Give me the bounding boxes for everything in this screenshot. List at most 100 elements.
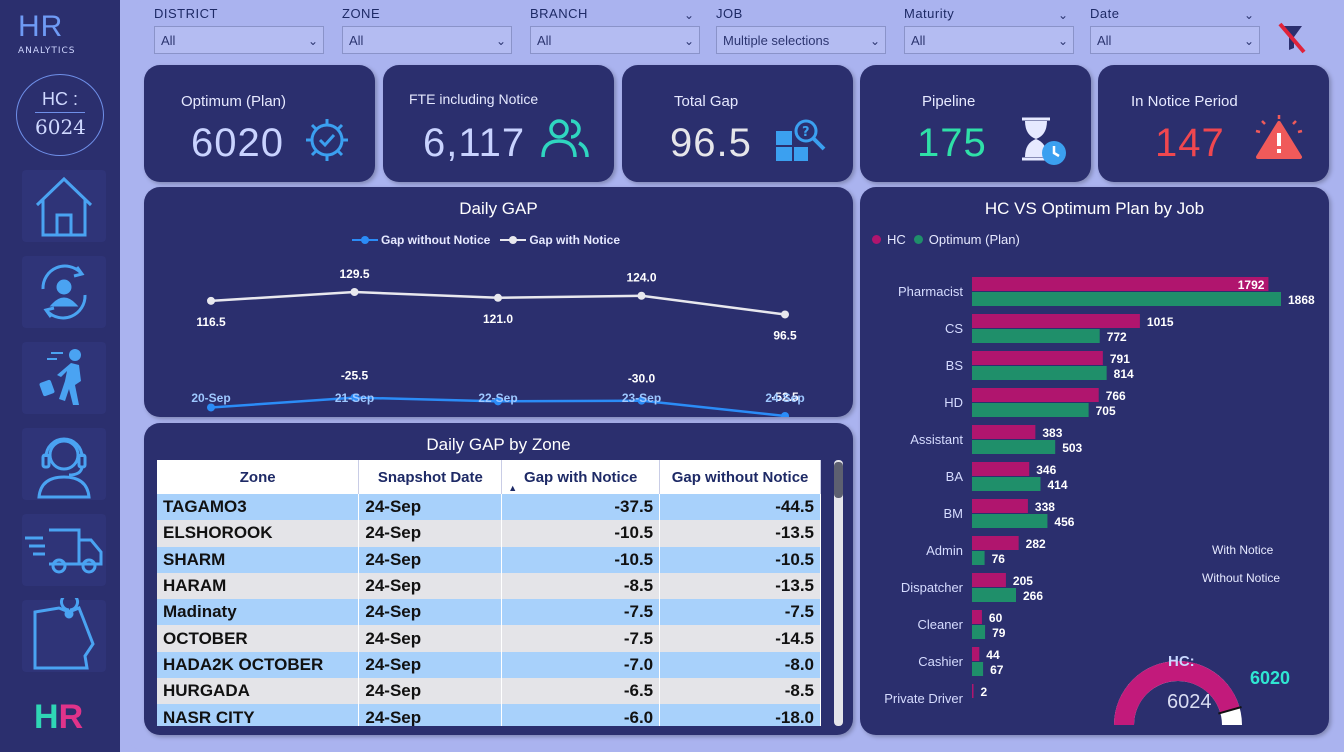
- data-point[interactable]: [207, 403, 215, 412]
- cell-gap-with-notice: -10.5: [501, 520, 661, 547]
- daily-gap-chart: -40.0-25.5-31.0-30.0-52.5116.5129.5121.0…: [191, 267, 805, 417]
- column-header-snapshot-date[interactable]: Snapshot Date: [358, 460, 503, 494]
- data-point[interactable]: [494, 397, 502, 406]
- data-point[interactable]: [207, 296, 215, 305]
- table-row[interactable]: TAGAMO3 24-Sep -37.5 -44.5: [157, 494, 821, 521]
- cell-zone: NASR CITY: [157, 704, 360, 726]
- bar-value-label: 346: [1036, 463, 1056, 477]
- kpi-total-gap: Total Gap 96.5 ?: [622, 65, 853, 182]
- bar-plan[interactable]: [972, 403, 1089, 417]
- category-label: BS: [946, 358, 964, 373]
- nav-support-button[interactable]: [22, 428, 106, 500]
- bar-hc[interactable]: [972, 277, 1269, 291]
- filter-job[interactable]: JOB Multiple selections ⌄: [716, 4, 886, 54]
- table-row[interactable]: NASR CITY 24-Sep -6.0 -18.0: [157, 704, 821, 726]
- data-label: 124.0: [626, 271, 656, 285]
- table-row[interactable]: HARAM 24-Sep -8.5 -13.5: [157, 572, 821, 600]
- bar-hc[interactable]: [972, 684, 974, 698]
- bar-plan[interactable]: [972, 588, 1017, 602]
- category-label: BM: [944, 506, 964, 521]
- chevron-down-icon: ⌄: [683, 8, 694, 22]
- column-header-gap-without-notice[interactable]: Gap without Notice: [659, 460, 821, 494]
- bar-value-label: 1015: [1147, 315, 1174, 329]
- filter-date-select[interactable]: All: [1090, 26, 1260, 54]
- legend-label: Gap with Notice: [529, 233, 621, 247]
- table-row[interactable]: OCTOBER 24-Sep -7.5 -14.5: [157, 625, 821, 652]
- data-point[interactable]: [350, 288, 359, 296]
- column-header-zone[interactable]: Zone: [157, 460, 360, 494]
- bar-hc[interactable]: [972, 573, 1006, 587]
- bar-hc[interactable]: [972, 462, 1030, 476]
- filter-maturity-select[interactable]: All: [904, 26, 1074, 54]
- column-header-gap-with-notice[interactable]: Gap with Notice ▲: [501, 460, 661, 494]
- table-row[interactable]: HURGADA 24-Sep -6.5 -8.5: [157, 678, 821, 705]
- bar-plan[interactable]: [972, 662, 984, 676]
- table-row[interactable]: HADA2K OCTOBER 24-Sep -7.0 -8.0: [157, 651, 821, 679]
- nav-resignation-button[interactable]: [22, 342, 106, 414]
- bar-hc[interactable]: [972, 610, 982, 624]
- chevron-down-icon: ⌄: [1057, 34, 1068, 48]
- filter-district[interactable]: DISTRICT All ⌄: [154, 4, 324, 54]
- table-row[interactable]: Madinaty 24-Sep -7.5 -7.5: [157, 599, 821, 626]
- cell-gap-with-notice: -7.5: [501, 625, 661, 652]
- table-scrollbar-thumb[interactable]: [834, 462, 843, 498]
- bar-hc[interactable]: [972, 314, 1140, 328]
- kpi-notice-period: In Notice Period 147: [1098, 65, 1329, 182]
- bar-hc[interactable]: [972, 425, 1036, 439]
- bar-value-label: 266: [1023, 589, 1043, 603]
- bar-hc[interactable]: [972, 536, 1019, 550]
- cell-gap-without-notice: -44.5: [659, 494, 821, 521]
- bar-hc[interactable]: [972, 499, 1028, 513]
- table-row[interactable]: ELSHOROOK 24-Sep -10.5 -13.5: [157, 520, 821, 547]
- filter-maturity[interactable]: Maturity ⌄ All ⌄: [904, 4, 1074, 54]
- hc-vs-plan-card: HC VS Optimum Plan by Job HC Optimum (Pl…: [860, 187, 1329, 735]
- nav-map-button[interactable]: [22, 598, 106, 672]
- nav-home-button[interactable]: [22, 170, 106, 242]
- data-point[interactable]: [781, 412, 789, 417]
- bar-hc[interactable]: [972, 647, 980, 661]
- cell-snapshot-date: 24-Sep: [358, 625, 503, 652]
- walking-away-icon: [39, 349, 81, 405]
- gauge-value: 6024: [1167, 691, 1212, 713]
- kpi-fte: FTE including Notice 6,117: [383, 65, 614, 182]
- filter-zone[interactable]: ZONE All ⌄: [342, 4, 512, 54]
- table-scrollbar[interactable]: [834, 460, 843, 726]
- hourglass-clock-icon: [1022, 117, 1066, 165]
- bar-plan[interactable]: [972, 366, 1107, 380]
- bar-plan[interactable]: [972, 477, 1041, 491]
- filter-date[interactable]: Date ⌄ All ⌄: [1090, 4, 1260, 54]
- filter-branch-select[interactable]: All: [530, 26, 700, 54]
- data-point[interactable]: [494, 293, 502, 302]
- kpi-title: FTE including Notice: [409, 91, 539, 107]
- bar-plan[interactable]: [972, 292, 1281, 306]
- nav-turnover-button[interactable]: [22, 256, 106, 328]
- bar-plan[interactable]: [972, 551, 985, 565]
- clear-filters-icon[interactable]: [1276, 22, 1308, 54]
- bar-plan[interactable]: [972, 440, 1056, 454]
- hc-badge-value: 6024: [35, 112, 86, 139]
- table-row[interactable]: SHARM 24-Sep -10.5 -10.5: [157, 546, 821, 573]
- bar-plan[interactable]: [972, 625, 986, 639]
- cell-zone: SHARM: [157, 546, 360, 573]
- filter-job-select[interactable]: Multiple selections: [716, 26, 886, 54]
- filter-district-select[interactable]: All: [154, 26, 324, 54]
- gauge-target-marker: [1218, 706, 1242, 715]
- cell-gap-with-notice: -37.5: [501, 494, 661, 521]
- category-label: BA: [946, 469, 964, 484]
- filter-district-label: DISTRICT: [154, 6, 218, 21]
- filter-zone-select[interactable]: All: [342, 26, 512, 54]
- data-point[interactable]: [350, 393, 359, 402]
- bar-hc[interactable]: [972, 351, 1103, 365]
- data-point[interactable]: [637, 291, 646, 300]
- data-point[interactable]: [637, 396, 646, 405]
- nav-delivery-button[interactable]: [22, 514, 106, 586]
- bar-plan[interactable]: [972, 329, 1100, 343]
- data-point[interactable]: [781, 310, 789, 319]
- gauge-target: 6020: [1250, 668, 1291, 688]
- bar-hc[interactable]: [972, 388, 1099, 402]
- hr-logo-h: H: [34, 698, 59, 736]
- bar-plan[interactable]: [972, 514, 1048, 528]
- hc-badge-label: HC :: [42, 89, 78, 109]
- filter-branch[interactable]: BRANCH ⌄ All ⌄: [530, 4, 700, 54]
- hc-vs-plan-title: HC VS Optimum Plan by Job: [984, 199, 1205, 218]
